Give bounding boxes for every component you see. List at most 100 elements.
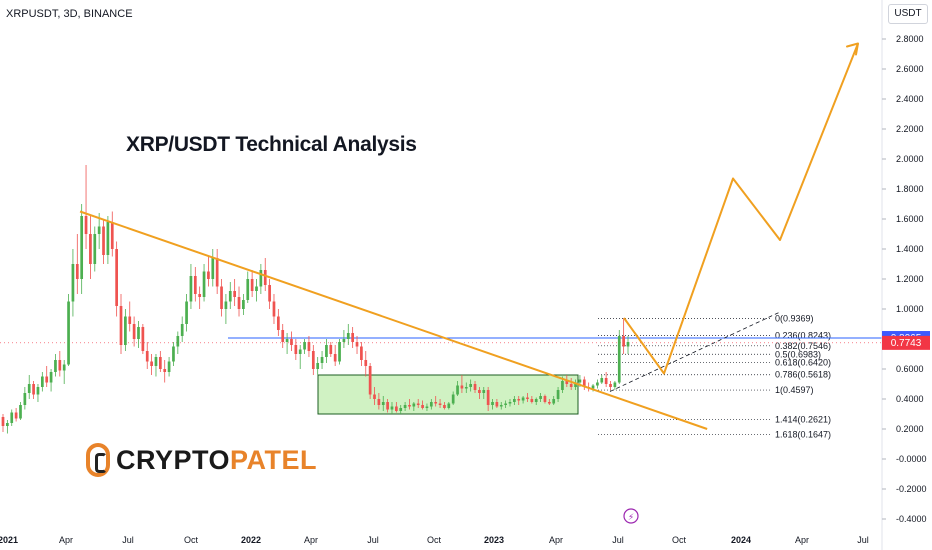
- candle-body: [228, 291, 232, 302]
- candle-body: [517, 399, 521, 401]
- candle-body: [180, 324, 184, 336]
- fib-level-label: 1(0.4597): [775, 385, 814, 395]
- x-tick-label: Apr: [304, 535, 318, 545]
- candle-body: [71, 264, 75, 302]
- logo-mark-icon: [86, 443, 110, 477]
- fib-level-label: 0.5(0.6983): [775, 349, 821, 359]
- candle-body: [106, 222, 110, 255]
- candle-body: [311, 351, 315, 369]
- candle-body: [486, 390, 490, 405]
- candle-body: [478, 390, 481, 393]
- x-tick-label: Apr: [549, 535, 563, 545]
- cryptopatel-logo: CRYPTO PATEL: [86, 440, 317, 480]
- candle-body: [172, 346, 175, 362]
- candle-body: [233, 291, 236, 297]
- candle-body: [338, 342, 341, 362]
- candle-body: [534, 399, 538, 402]
- candle-body: [565, 381, 569, 384]
- fib-level-label: 1.414(0.2621): [775, 415, 831, 425]
- lightning-icon: ⚡: [628, 513, 634, 523]
- candle-body: [395, 406, 398, 411]
- candle-body: [290, 339, 293, 345]
- candle-body: [333, 354, 337, 362]
- candle-body: [447, 403, 451, 408]
- candle-body: [526, 397, 529, 399]
- candle-body: [591, 385, 595, 389]
- y-tick-label: 2.8000: [896, 34, 924, 44]
- candle-body: [408, 405, 411, 407]
- candle-body: [460, 385, 464, 389]
- candle-body: [412, 403, 416, 407]
- candle-body: [613, 382, 617, 387]
- candle-body: [355, 342, 359, 347]
- candle-body: [578, 379, 582, 383]
- candle-body: [325, 345, 328, 357]
- candle-body: [84, 216, 88, 234]
- currency-unit-button[interactable]: USDT: [888, 4, 928, 24]
- candle-body: [185, 301, 188, 324]
- candle-body: [263, 270, 267, 285]
- candle-body: [119, 306, 123, 345]
- candle-body: [547, 402, 551, 404]
- price-tag-last-price: [882, 335, 930, 350]
- candle-body: [425, 406, 429, 408]
- candle-body: [622, 336, 625, 347]
- candle-body: [176, 336, 180, 347]
- candle-body: [32, 384, 35, 395]
- candle-body: [58, 360, 62, 371]
- candle-body: [456, 385, 459, 395]
- x-tick-label: Oct: [184, 535, 199, 545]
- candle-body: [110, 222, 114, 249]
- candle-body: [141, 327, 145, 351]
- candle-body: [10, 412, 14, 423]
- symbol-label: XRPUSDT, 3D, BINANCE: [6, 8, 133, 20]
- candle-body: [250, 279, 254, 291]
- candle-body: [609, 384, 612, 387]
- candle-body: [285, 339, 289, 342]
- candle-body: [62, 364, 66, 371]
- projection-arrowhead: [846, 42, 859, 56]
- candle-body: [303, 342, 306, 350]
- candle-body: [386, 402, 389, 410]
- candle-body: [491, 402, 494, 405]
- candle-body: [237, 297, 241, 309]
- candle-body: [23, 393, 27, 405]
- candle-body: [539, 396, 542, 399]
- candle-body: [6, 423, 9, 426]
- candle-body: [443, 405, 446, 408]
- x-tick-label: Apr: [59, 535, 73, 545]
- candle-body: [368, 366, 372, 395]
- candle-body: [124, 316, 127, 345]
- candle-body: [40, 376, 44, 387]
- candle-body: [268, 285, 271, 302]
- candle-body: [242, 300, 245, 309]
- candle-body: [93, 234, 97, 264]
- candle-body: [351, 333, 355, 342]
- candle-body: [469, 384, 473, 387]
- candle-body: [36, 387, 40, 395]
- candle-body: [600, 378, 604, 383]
- horizontal-line-layer: [0, 337, 882, 344]
- y-tick-label: 0.2000: [896, 424, 924, 434]
- candle-body: [307, 342, 311, 351]
- y-tick-label: 2.4000: [896, 94, 924, 104]
- range-box-layer: [317, 374, 579, 415]
- fib-retracement-layer: 0(0.9369) 0.236(0.8243)0.382(0.7546)0.5(0…: [598, 313, 831, 439]
- candle-body: [202, 271, 206, 297]
- x-tick-label: 2022: [241, 535, 261, 545]
- candle-body: [193, 276, 197, 294]
- candle-body: [530, 399, 534, 402]
- candle-body: [596, 382, 599, 386]
- candle-body: [97, 226, 101, 234]
- candle-body: [45, 376, 49, 383]
- event-marker-icon[interactable]: [623, 508, 639, 524]
- candle-body: [137, 327, 140, 339]
- candle-body: [294, 345, 298, 354]
- y-tick-label: 1.4000: [896, 244, 924, 254]
- candle-body: [198, 294, 202, 297]
- candle-body: [298, 349, 302, 354]
- candle-body: [207, 271, 210, 279]
- candle-body: [281, 330, 285, 342]
